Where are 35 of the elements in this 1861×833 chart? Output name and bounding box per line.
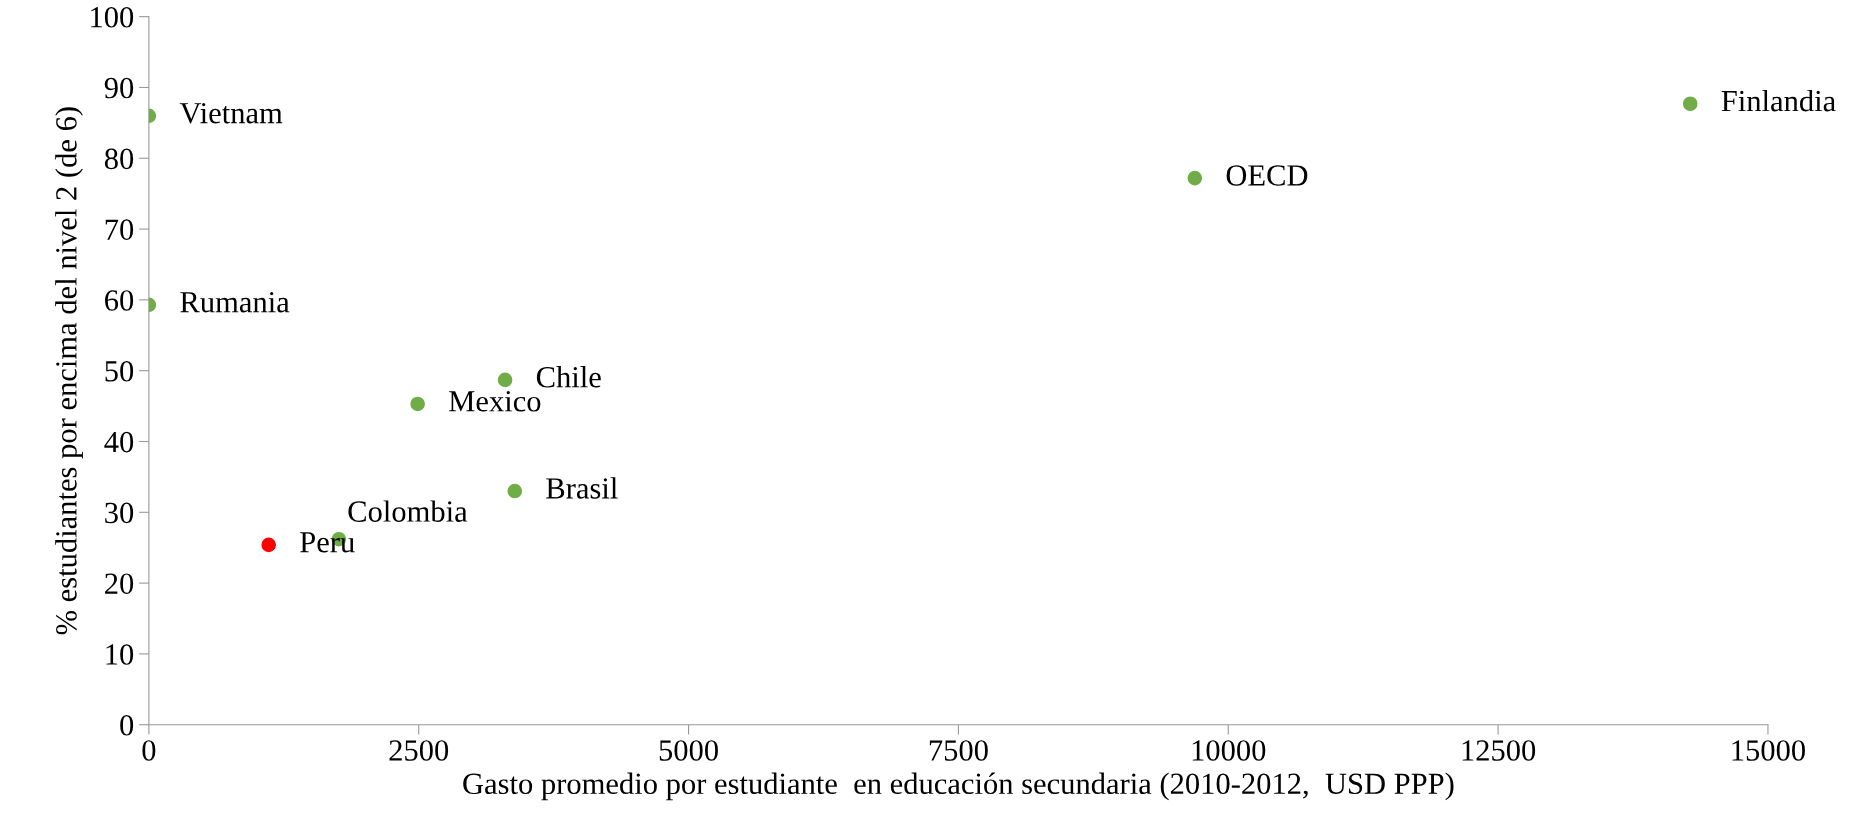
point <box>261 537 276 553</box>
series-label: Mexico <box>449 391 541 412</box>
series-label: Peru <box>300 532 355 553</box>
series-label: Finlandia <box>1721 89 1836 112</box>
x-axis-title: Gasto promedio por estudiante en educación secundaria (2010-2012, USD PPP) <box>463 772 1454 801</box>
y-tick-label: 60 <box>105 290 134 311</box>
y-tick-label: 90 <box>104 77 134 99</box>
y-tick-label: 100 <box>91 6 134 28</box>
x-tick-label: 0 <box>142 740 156 761</box>
series-label: Colombia <box>348 500 468 522</box>
x-tick-label: 15000 <box>1732 740 1805 761</box>
y-tick-label: 80 <box>104 148 134 170</box>
y-tick-label: 30 <box>105 502 134 524</box>
y-tick-label: 10 <box>106 644 134 665</box>
series-label: OECD <box>1226 165 1308 186</box>
series-label: Rumania <box>180 291 290 313</box>
x-tick-label: 2500 <box>389 740 449 761</box>
series-label: Chile <box>536 366 601 388</box>
x-tick-label: 7500 <box>929 740 988 761</box>
y-tick-label: 20 <box>105 573 134 594</box>
y-tick-label: 40 <box>104 431 134 453</box>
series-label: Brasil <box>546 477 618 499</box>
y-tick-label: 70 <box>105 219 134 240</box>
series-label: Vietnam <box>179 102 283 124</box>
y-axis-title: % estudiantes por encima del nivel 2 (de 6) <box>55 107 83 635</box>
x-tick-label: 12500 <box>1462 740 1536 761</box>
x-tick-label: 5000 <box>659 740 718 761</box>
point <box>1682 96 1698 112</box>
point <box>1187 170 1203 186</box>
x-tick-label: 10000 <box>1192 740 1266 761</box>
y-tick-label: 0 <box>120 714 134 736</box>
point <box>410 396 425 412</box>
point <box>497 372 513 388</box>
y-tick-label: 50 <box>105 360 134 382</box>
point <box>507 483 523 499</box>
